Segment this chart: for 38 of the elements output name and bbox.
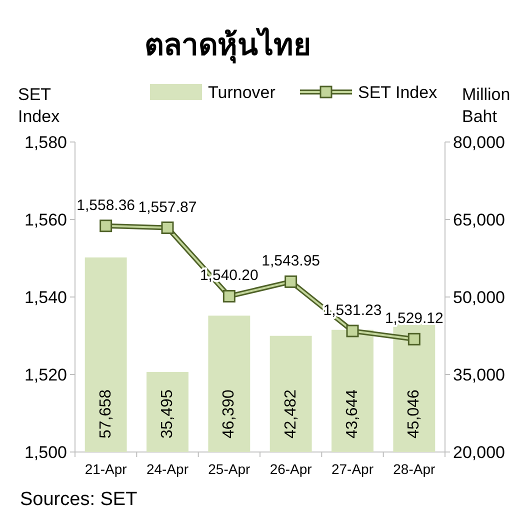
point [161,222,174,234]
data-label: 57,658 [97,389,114,438]
y2-axis-title: Million Baht [462,85,510,126]
data-label: 42,482 [282,389,300,438]
data-label: 46,390 [220,389,238,438]
chart-title: ตลาดหุ้นไทย [144,27,312,64]
data-label: 1,558.36 [76,196,136,214]
point [100,220,112,232]
point [346,324,359,338]
x-tick-label: 21-Apr [84,461,128,477]
y2-tick-label: 80,000 [453,133,505,152]
legend-label: Turnover [208,83,276,102]
y-tick-label: 1,520 [24,366,67,384]
point [408,332,420,346]
data-label: 45,046 [406,389,423,438]
y-tick-label: 1,560 [24,210,67,230]
point [222,290,236,302]
y2-tick-label: 35,000 [453,366,505,384]
y2-tick-label: 65,000 [453,210,505,230]
y2-tick-label: 50,000 [453,288,505,307]
x-tick-label: 26-Apr [270,461,312,477]
y-tick-label: 1,500 [24,443,67,462]
data-label: 1,543.95 [262,252,320,270]
data-label: 43,644 [344,389,361,438]
x-tick-label: 25-Apr [208,461,251,477]
point [284,275,298,288]
y2-tick-label: 20,000 [453,443,505,462]
data-label: 1,557.87 [138,198,197,216]
y-tick-label: 1,580 [24,133,67,152]
y-axis-title: SET Index [18,85,60,126]
x-tick-label: 27-Apr [331,461,374,477]
legend-label: SET Index [358,83,438,102]
source-note: Sources: SET [20,489,138,510]
y-tick-label: 1,540 [24,288,67,307]
x-tick-label: 24-Apr [146,461,189,477]
data-label: 1,529.12 [384,310,444,328]
data-label: 35,495 [159,389,176,438]
x-tick-label: 28-Apr [393,461,436,477]
